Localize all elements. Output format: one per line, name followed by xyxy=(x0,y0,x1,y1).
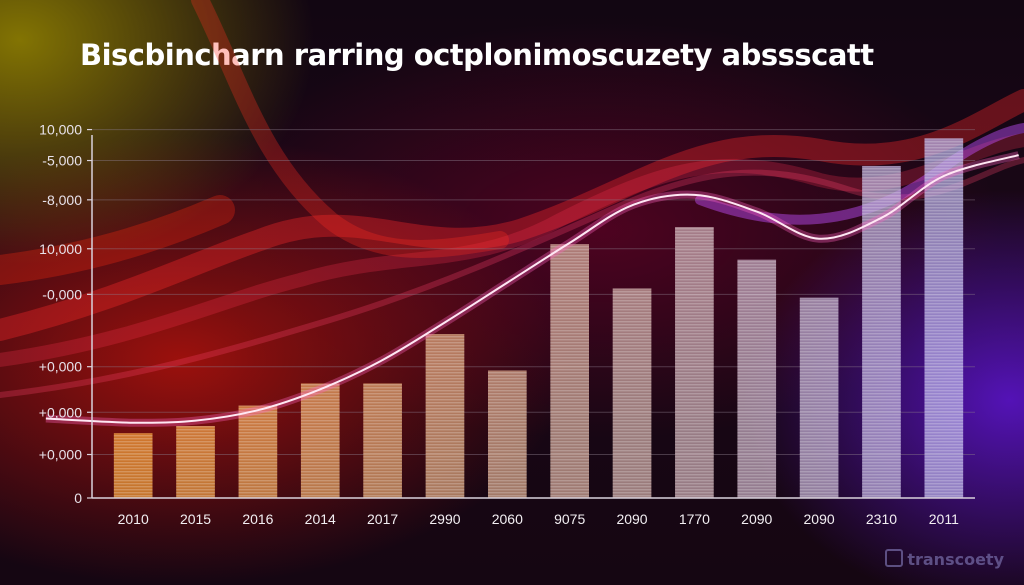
bar-texture xyxy=(862,165,901,499)
y-tick-label: 10,000 xyxy=(39,122,82,138)
bar-texture xyxy=(300,383,340,498)
bars xyxy=(113,138,964,499)
y-tick-labels: 0 +0,000 +0,000 +0,000 -0,000 10,000 -8,000 -5,… xyxy=(39,122,82,506)
bar-texture xyxy=(363,383,402,498)
brand-logo-icon xyxy=(885,549,904,567)
bar xyxy=(425,334,465,498)
y-tick-label: -8,000 xyxy=(42,192,82,208)
watermark-text: transcoety xyxy=(907,550,1004,569)
background-ribbons xyxy=(0,0,1024,398)
y-tick-label: -0,000 xyxy=(42,286,82,302)
bar-texture xyxy=(675,227,714,498)
x-tick-label: 2017 xyxy=(367,511,398,527)
bar xyxy=(862,165,901,499)
y-tick-label: +0,000 xyxy=(39,404,82,420)
bar xyxy=(799,297,839,498)
bar-texture xyxy=(799,297,839,498)
x-tick-label: 2090 xyxy=(741,511,772,527)
x-tick-label: 2016 xyxy=(242,511,273,527)
bar xyxy=(238,405,278,498)
x-tick-label: 9075 xyxy=(554,511,585,527)
x-tick-label: 2011 xyxy=(929,511,959,527)
x-tick-label: 1770 xyxy=(679,511,710,527)
bar xyxy=(612,288,652,498)
x-tick-label: 2060 xyxy=(492,511,523,527)
bar xyxy=(113,433,153,498)
y-tick-label: +0,000 xyxy=(39,447,82,463)
bar xyxy=(675,227,714,498)
bar xyxy=(487,370,527,498)
bar-texture xyxy=(487,370,527,498)
axes xyxy=(91,135,975,499)
x-tick-label: 2090 xyxy=(616,511,647,527)
watermark: transcoety xyxy=(885,549,1004,569)
trend-line xyxy=(45,154,1019,424)
y-tick-label: 0 xyxy=(74,490,82,506)
x-tick-label: 2015 xyxy=(180,511,211,527)
bar-texture xyxy=(612,288,652,498)
x-tick-label: 2010 xyxy=(118,511,149,527)
y-tick-label: 10,000 xyxy=(39,241,82,257)
bar xyxy=(176,426,215,498)
x-tick-label: 2310 xyxy=(866,511,897,527)
bar xyxy=(363,383,402,498)
x-tick-label: 2090 xyxy=(804,511,835,527)
bar-texture xyxy=(113,433,153,498)
bar-texture xyxy=(737,259,777,498)
bar-texture xyxy=(924,138,964,498)
chart-title: Biscbincharn rarring octplonimoscuzety a… xyxy=(80,38,874,72)
bar-texture xyxy=(176,426,215,498)
bar-texture xyxy=(425,334,465,498)
x-tick-label: 2014 xyxy=(305,511,336,527)
bar xyxy=(737,259,777,498)
y-tick-label: +0,000 xyxy=(39,359,82,375)
y-tick-label: -5,000 xyxy=(42,153,82,169)
bar-texture xyxy=(550,244,590,498)
bar xyxy=(924,138,964,498)
bar xyxy=(300,383,340,498)
bar-texture xyxy=(238,405,278,498)
x-tick-labels: 2010 2015 2016 2014 2017 2990 2060 9075 2090 1770… xyxy=(118,511,959,527)
trend-line-group xyxy=(45,151,1020,427)
x-tick-label: 2990 xyxy=(429,511,460,527)
bar xyxy=(550,244,590,498)
